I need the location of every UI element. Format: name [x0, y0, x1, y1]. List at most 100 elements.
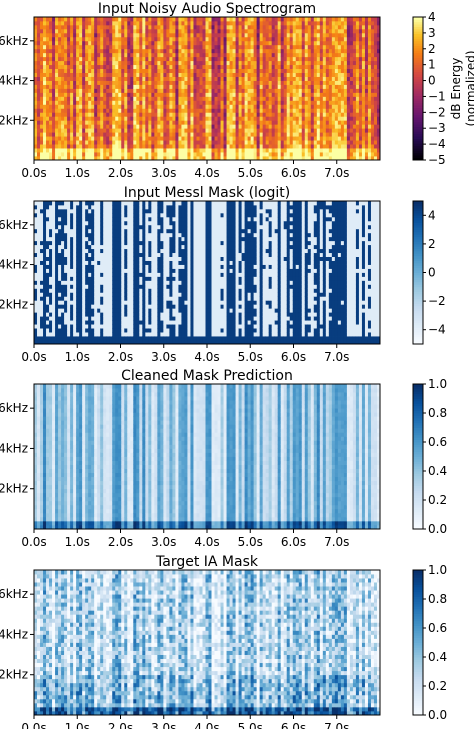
heatmap-cell — [209, 128, 212, 132]
heatmap-cell — [67, 201, 70, 205]
heatmap-cell — [278, 124, 281, 128]
heatmap-cell — [233, 49, 236, 53]
heatmap-cell — [362, 25, 365, 29]
heatmap-cell — [73, 45, 76, 49]
heatmap-cell — [269, 148, 272, 152]
heatmap-cell — [302, 128, 305, 132]
heatmap-cell — [70, 241, 73, 245]
heatmap-cell — [37, 213, 40, 217]
heatmap-cell — [94, 104, 97, 108]
heatmap-cell — [260, 33, 263, 37]
colorbar-step — [413, 153, 423, 156]
heatmap-cell — [248, 144, 251, 148]
heatmap-cell — [199, 116, 202, 120]
heatmap-cell — [302, 57, 305, 61]
heatmap-cell — [199, 152, 202, 156]
heatmap-cell — [190, 77, 193, 81]
heatmap-cell — [166, 73, 169, 77]
heatmap-cell — [272, 144, 275, 148]
heatmap-cell — [206, 108, 209, 112]
heatmap-cell — [206, 140, 209, 144]
heatmap-cell — [133, 144, 136, 148]
heatmap-cell — [154, 96, 157, 100]
heatmap-cell — [151, 89, 154, 93]
heatmap-cell — [290, 69, 293, 73]
heatmap-cell — [73, 304, 76, 308]
heatmap-cell — [67, 253, 70, 257]
heatmap-cell — [76, 316, 79, 320]
heatmap-cell — [275, 92, 278, 96]
heatmap-cell — [202, 33, 205, 37]
heatmap-cell — [218, 69, 221, 73]
heatmap-cell — [202, 100, 205, 104]
heatmap-cell — [124, 92, 127, 96]
heatmap-cell — [344, 17, 347, 21]
heatmap-cell — [64, 245, 67, 249]
heatmap-cell — [43, 61, 46, 65]
heatmap-cell — [163, 89, 166, 93]
heatmap-cell — [163, 148, 166, 152]
heatmap-cell — [43, 57, 46, 61]
heatmap-cell — [230, 21, 233, 25]
heatmap-cell — [239, 92, 242, 96]
heatmap-cell — [181, 104, 184, 108]
heatmap-cell — [37, 269, 40, 273]
heatmap-cell — [118, 53, 121, 57]
heatmap-cell — [157, 49, 160, 53]
heatmap-cell — [115, 53, 118, 57]
heatmap-cell — [290, 61, 293, 65]
heatmap-cell — [130, 61, 133, 65]
heatmap-cell — [106, 37, 109, 41]
heatmap-cell — [254, 17, 257, 21]
heatmap-cell — [290, 53, 293, 57]
heatmap-cell — [55, 136, 58, 140]
heatmap-cell — [151, 136, 154, 140]
heatmap-cell — [37, 45, 40, 49]
heatmap-cell — [64, 233, 67, 237]
heatmap-cell — [257, 77, 260, 81]
colorbar-step — [413, 139, 423, 142]
heatmap-cell — [227, 96, 230, 100]
heatmap-cell — [70, 144, 73, 148]
heatmap-cell — [323, 92, 326, 96]
heatmap-cell — [79, 237, 82, 241]
heatmap-cell — [218, 148, 221, 152]
heatmap-cell — [52, 265, 55, 269]
heatmap-cell — [242, 81, 245, 85]
heatmap-cell — [172, 25, 175, 29]
heatmap-cell — [187, 77, 190, 81]
heatmap-cell — [299, 85, 302, 89]
heatmap-cell — [70, 61, 73, 65]
heatmap-cell — [70, 292, 73, 296]
heatmap-cell — [263, 116, 266, 120]
heatmap-cell — [356, 73, 359, 77]
heatmap-cell — [338, 29, 341, 33]
heatmap-cell — [67, 104, 70, 108]
heatmap-cell — [181, 37, 184, 41]
heatmap-cell — [121, 112, 124, 116]
heatmap-cell — [133, 140, 136, 144]
heatmap-cell — [311, 108, 314, 112]
heatmap-cell — [64, 312, 67, 316]
heatmap-cell — [139, 61, 142, 65]
heatmap-cell — [85, 104, 88, 108]
heatmap-cell — [290, 49, 293, 53]
heatmap-cell — [40, 257, 43, 261]
heatmap-cell — [163, 100, 166, 104]
heatmap-cell — [67, 25, 70, 29]
heatmap-cell — [40, 276, 43, 280]
heatmap-cell — [103, 81, 106, 85]
heatmap-cell — [100, 69, 103, 73]
heatmap-cell — [284, 128, 287, 132]
heatmap-cell — [103, 104, 106, 108]
heatmap-cell — [178, 41, 181, 45]
heatmap-cell — [263, 73, 266, 77]
heatmap-cell — [196, 45, 199, 49]
colorbar-tick-label: −2 — [428, 105, 446, 119]
heatmap-cell — [341, 100, 344, 104]
heatmap-cell — [344, 120, 347, 124]
heatmap-cell — [302, 140, 305, 144]
heatmap-cell — [76, 65, 79, 69]
heatmap-cell — [254, 69, 257, 73]
heatmap-cell — [233, 124, 236, 128]
